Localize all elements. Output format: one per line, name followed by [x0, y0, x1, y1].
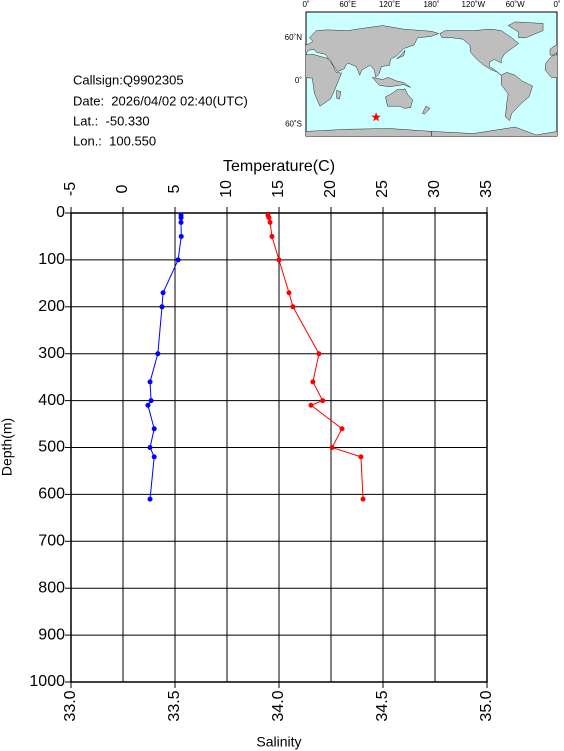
map-land: [189, 21, 557, 136]
date: Date: 2026/04/02 02:40(UTC): [73, 93, 248, 108]
y-tick-label: 400: [38, 392, 65, 409]
profile-point: [151, 454, 157, 460]
lon: Lon.: 100.550: [73, 133, 156, 148]
x-tick-label: 5: [166, 184, 183, 193]
lat: Lat.: -50.330: [73, 113, 150, 128]
profile-point: [160, 290, 166, 296]
map-lat-label: 60˚N: [285, 33, 303, 42]
profile-point: [286, 290, 292, 296]
x2-tick-label: 33.5: [166, 690, 183, 721]
land: [385, 88, 413, 109]
land: [549, 44, 557, 56]
land: [396, 49, 406, 59]
land: [336, 90, 342, 100]
profile-point: [310, 379, 316, 385]
y-tick-label: 600: [38, 486, 65, 503]
land: [250, 72, 281, 120]
float-location: [371, 112, 381, 122]
x2-tick-label: 34.0: [270, 690, 287, 721]
x-tick-label: 30: [426, 180, 443, 198]
profile-point: [339, 426, 345, 432]
plot-frame: [70, 212, 488, 683]
map-lon-label: 60˚E: [339, 0, 356, 9]
profile-point: [175, 257, 181, 263]
land: [501, 72, 533, 121]
profile-point: [159, 304, 165, 310]
y-tick-label: 0: [56, 204, 65, 221]
profile-point: [155, 351, 161, 357]
x-tick-label: 35: [478, 180, 495, 198]
profile-point: [147, 379, 153, 385]
y-tick-label: 1000: [29, 673, 65, 690]
profile-point: [329, 445, 335, 450]
map-lat-label: 0˚: [295, 76, 302, 85]
profile-point: [145, 402, 151, 408]
land: [544, 54, 557, 78]
profile-line: [267, 215, 364, 500]
land: [371, 77, 411, 88]
y-tick-label: 700: [38, 533, 65, 550]
profile-point: [308, 402, 314, 408]
x-tick-label: 20: [322, 180, 339, 198]
profile-point: [358, 454, 364, 460]
map-lat-label: 60˚S: [285, 119, 302, 128]
profile-point: [147, 496, 153, 502]
map-lon-label: 180˚: [423, 0, 439, 9]
land: [422, 105, 431, 115]
map-lon-label: 0˚: [553, 0, 560, 9]
x2-tick-label: 35.0: [478, 690, 495, 721]
profile-point: [178, 219, 184, 225]
map-lon-label: 120˚W: [462, 0, 486, 9]
y-tick-label: 300: [38, 345, 65, 362]
y-tick-label: 800: [38, 579, 65, 596]
map-lon-label: 60˚W: [506, 0, 526, 9]
y-tick-label: 200: [38, 298, 65, 315]
map-lon-label: 0˚: [302, 0, 309, 9]
y-tick-label: 100: [38, 251, 65, 268]
x2-axis-title: Salinity: [256, 734, 301, 750]
profile-point: [320, 398, 326, 404]
profile-point: [148, 398, 154, 404]
land: [306, 128, 432, 136]
map-lon-label: 120˚E: [379, 0, 400, 9]
profile-point: [276, 257, 282, 263]
profile-point: [178, 233, 184, 239]
x-tick-label: 0: [114, 184, 131, 193]
profile-point: [267, 219, 273, 225]
profile-point: [290, 304, 296, 310]
y-tick-label: 900: [38, 626, 65, 643]
x-tick-label: 15: [270, 180, 287, 198]
x2-tick-label: 34.5: [374, 690, 391, 721]
profile-point: [269, 233, 275, 239]
land: [189, 29, 268, 75]
x-tick-label: 25: [374, 180, 391, 198]
y-tick-label: 500: [38, 439, 65, 456]
x-tick-label: -5: [62, 182, 79, 196]
x-axis-title: Temperature(C): [223, 158, 335, 175]
profile-point: [147, 445, 153, 450]
profile-point: [360, 496, 366, 502]
profile-point: [266, 215, 272, 221]
profile-point: [178, 215, 184, 221]
y-axis-title: Depth(m): [0, 418, 15, 476]
land: [431, 126, 557, 136]
profile-point: [151, 426, 157, 432]
land: [507, 21, 544, 38]
land: [306, 54, 342, 107]
x2-tick-label: 33.0: [62, 690, 79, 721]
callsign: Callsign:Q9902305: [73, 72, 184, 87]
land: [439, 28, 519, 76]
profile-point: [316, 351, 322, 357]
x-tick-label: 10: [218, 180, 235, 198]
